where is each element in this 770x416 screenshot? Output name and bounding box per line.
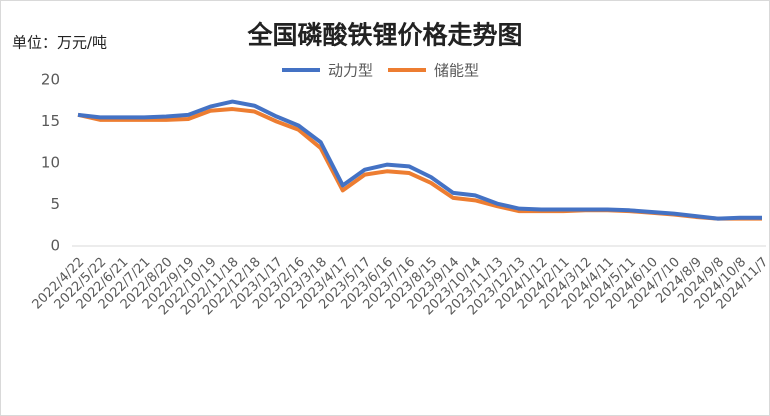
y-tick-label: 5 <box>50 195 60 213</box>
y-tick-label: 20 <box>41 71 60 89</box>
y-tick-label: 10 <box>41 154 60 172</box>
unit-label: 单位：万元/吨 <box>12 34 107 52</box>
y-tick-label: 15 <box>41 112 60 130</box>
legend-label: 动力型 <box>328 62 373 80</box>
y-tick-label: 0 <box>50 237 60 255</box>
chart-title: 全国磷酸铁锂价格走势图 <box>246 21 522 50</box>
legend-label: 储能型 <box>434 62 479 80</box>
series-line <box>77 99 762 221</box>
